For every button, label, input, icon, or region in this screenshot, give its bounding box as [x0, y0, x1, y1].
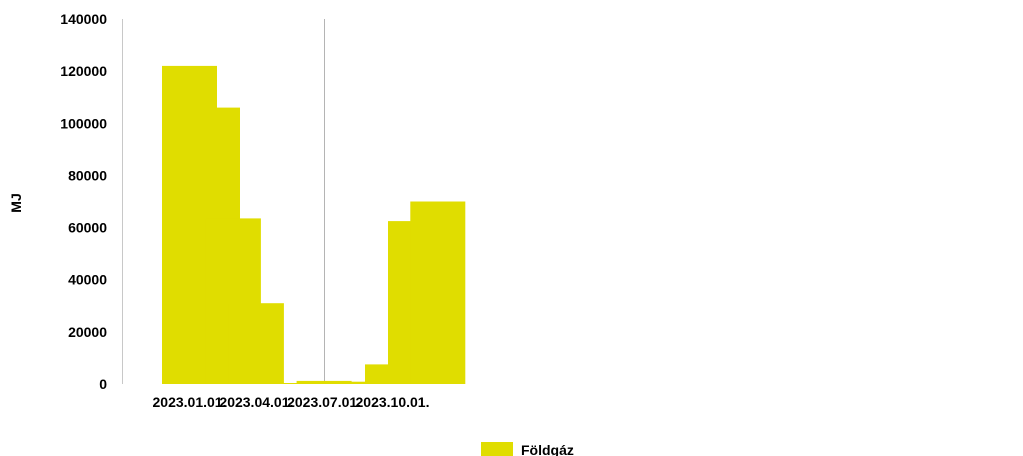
y-tick-label: 20000: [68, 324, 107, 340]
x-tick-label: 2023.01.01.: [153, 394, 227, 410]
y-tick-label: 120000: [60, 63, 107, 79]
x-tick-label: 2023.07.01.: [287, 394, 361, 410]
x-tick-label: 2023.04.01.: [219, 394, 293, 410]
legend-label: Földgáz: [521, 442, 574, 456]
y-tick-label: 40000: [68, 272, 107, 288]
y-axis-label: MJ: [8, 193, 24, 212]
y-tick-label: 80000: [68, 167, 107, 183]
y-tick-label: 0: [99, 376, 107, 392]
legend-swatch: [481, 442, 513, 456]
bar: [410, 201, 466, 384]
bar: [228, 303, 284, 384]
y-tick-label: 60000: [68, 220, 107, 236]
legend: Földgáz: [481, 442, 574, 456]
y-tick-label: 100000: [60, 115, 107, 131]
y-tick-label: 140000: [60, 11, 107, 27]
bar: [296, 380, 352, 384]
x-tick-label: 2023.10.01.: [356, 394, 430, 410]
